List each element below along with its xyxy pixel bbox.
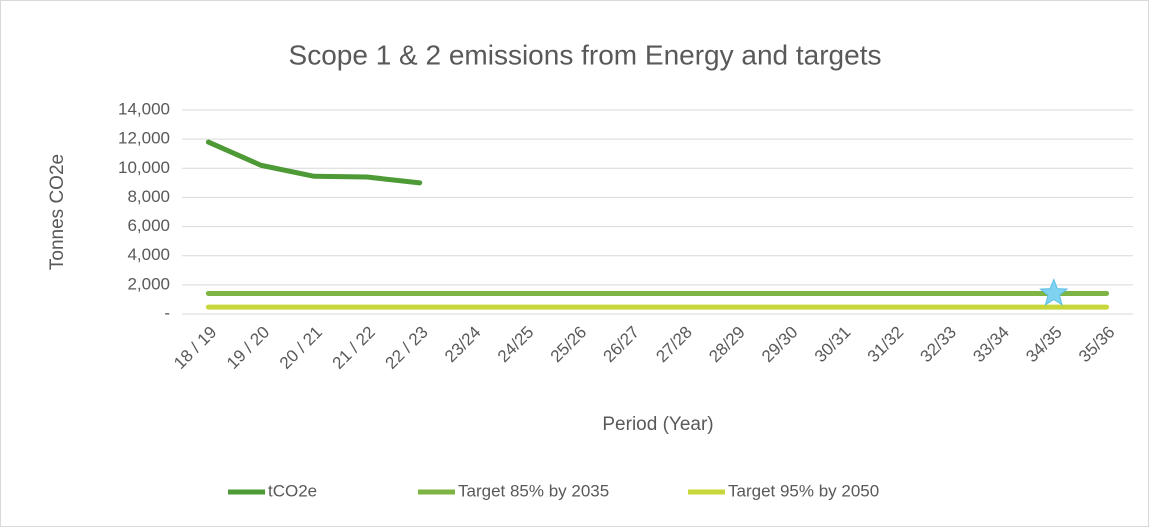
y-axis-title: Tonnes CO2e: [47, 154, 68, 270]
legend-label: Target 95% by 2050: [728, 481, 879, 500]
y-tick-label: 6,000: [127, 216, 170, 235]
y-tick-label: 10,000: [118, 158, 170, 177]
chart-title: Scope 1 & 2 emissions from Energy and ta…: [289, 39, 882, 70]
y-tick-label: 8,000: [127, 187, 170, 206]
y-tick-label: 12,000: [118, 129, 170, 148]
legend-label: tCO2e: [268, 481, 317, 500]
legend-label: Target 85% by 2035: [458, 481, 609, 500]
y-tick-label: 4,000: [127, 245, 170, 264]
x-axis-title: Period (Year): [602, 414, 713, 435]
series-line: [205, 139, 423, 186]
y-tick-label: -: [164, 303, 170, 322]
target-star: [1039, 278, 1069, 306]
y-tick-label: 14,000: [118, 99, 170, 118]
y-tick-label: 2,000: [127, 274, 170, 293]
